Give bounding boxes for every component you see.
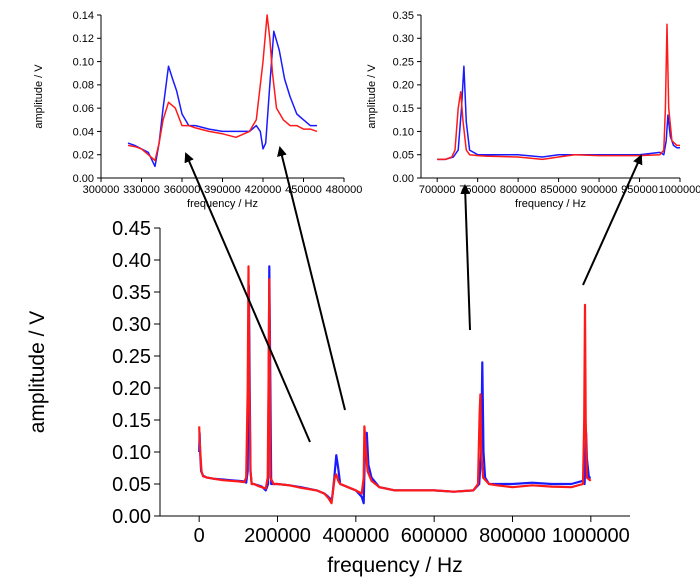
x-axis-label: frequency / Hz bbox=[327, 554, 462, 577]
y-tick-label: 0.10 bbox=[393, 126, 414, 138]
main-chart: 0.00 0.05 0.10 0.15 0.20 0.25 0.30 0.35 0.40 0.45… bbox=[26, 218, 630, 577]
x-tick-label: 0 bbox=[194, 525, 205, 547]
x-tick-label: 1000000 bbox=[659, 184, 700, 196]
x-tick-label: 800000 bbox=[479, 525, 546, 547]
y-axis-label: amplitude / V bbox=[366, 64, 378, 129]
series-line-red bbox=[437, 23, 680, 161]
y-tick-label: 0.20 bbox=[112, 378, 151, 400]
x-tick-label: 360000 bbox=[164, 184, 201, 196]
y-axis-label: amplitude / V bbox=[26, 311, 49, 434]
y-tick-label: 0.14 bbox=[73, 10, 94, 22]
x-tick-label: 850000 bbox=[540, 184, 577, 196]
y-tick-label: 0.10 bbox=[73, 56, 94, 68]
y-tick-label: 0.35 bbox=[112, 282, 151, 304]
x-tick-label: 800000 bbox=[500, 184, 537, 196]
series-line-blue bbox=[198, 265, 591, 505]
y-axis-label: amplitude / V bbox=[33, 64, 45, 129]
y-tick-label: 0.30 bbox=[112, 314, 151, 336]
series-line-red bbox=[198, 265, 592, 505]
y-tick-label: 0.20 bbox=[393, 80, 414, 92]
y-tick-label: 0.12 bbox=[73, 33, 94, 45]
zoom-arrows bbox=[184, 146, 643, 443]
x-tick-label: 400000 bbox=[322, 525, 389, 547]
zoom-arrow-2 bbox=[277, 146, 346, 411]
y-tick-label: 0.00 bbox=[73, 173, 94, 185]
y-tick-label: 0.08 bbox=[73, 80, 94, 92]
zoom-arrow-3 bbox=[460, 184, 471, 331]
y-tick-label: 0.10 bbox=[112, 442, 151, 464]
y-tick-label: 0.45 bbox=[112, 218, 151, 240]
y-tick-label: 0.25 bbox=[112, 346, 151, 368]
series-line-blue bbox=[127, 30, 317, 168]
series-line-red bbox=[127, 14, 318, 162]
inset-chart-left: 0.00 0.02 0.04 0.06 0.08 0.10 0.12 0.14 300000 33… bbox=[33, 10, 362, 210]
y-tick-label: 0.00 bbox=[112, 506, 151, 528]
y-tick-label: 0.06 bbox=[73, 103, 94, 115]
y-tick-label: 0.30 bbox=[393, 33, 414, 45]
x-tick-label: 600000 bbox=[401, 525, 468, 547]
x-tick-label: 1000000 bbox=[552, 525, 630, 547]
x-tick-label: 900000 bbox=[581, 184, 618, 196]
x-axis-label: frequency / Hz bbox=[515, 198, 586, 210]
zoom-arrow-1 bbox=[184, 152, 311, 443]
x-tick-label: 700000 bbox=[419, 184, 456, 196]
y-tick-label: 0.40 bbox=[112, 250, 151, 272]
x-tick-label: 450000 bbox=[285, 184, 322, 196]
y-tick-label: 0.15 bbox=[112, 410, 151, 432]
y-tick-label: 0.25 bbox=[393, 56, 414, 68]
zoom-arrow-4 bbox=[582, 154, 643, 286]
x-tick-label: 330000 bbox=[123, 184, 160, 196]
x-tick-label: 480000 bbox=[326, 184, 363, 196]
x-axis-label: frequency / Hz bbox=[187, 198, 258, 210]
y-tick-label: 0.04 bbox=[73, 126, 94, 138]
y-tick-label: 0.02 bbox=[73, 150, 94, 162]
x-tick-label: 390000 bbox=[204, 184, 241, 196]
y-tick-label: 0.00 bbox=[393, 173, 414, 185]
series-line-blue bbox=[437, 65, 680, 161]
y-tick-label: 0.05 bbox=[393, 150, 414, 162]
x-tick-label: 420000 bbox=[245, 184, 282, 196]
x-tick-label: 300000 bbox=[83, 184, 120, 196]
y-tick-label: 0.05 bbox=[112, 474, 151, 496]
y-tick-label: 0.35 bbox=[393, 10, 414, 22]
x-tick-label: 200000 bbox=[244, 525, 311, 547]
y-tick-label: 0.15 bbox=[393, 103, 414, 115]
x-tick-label: 950000 bbox=[621, 184, 658, 196]
